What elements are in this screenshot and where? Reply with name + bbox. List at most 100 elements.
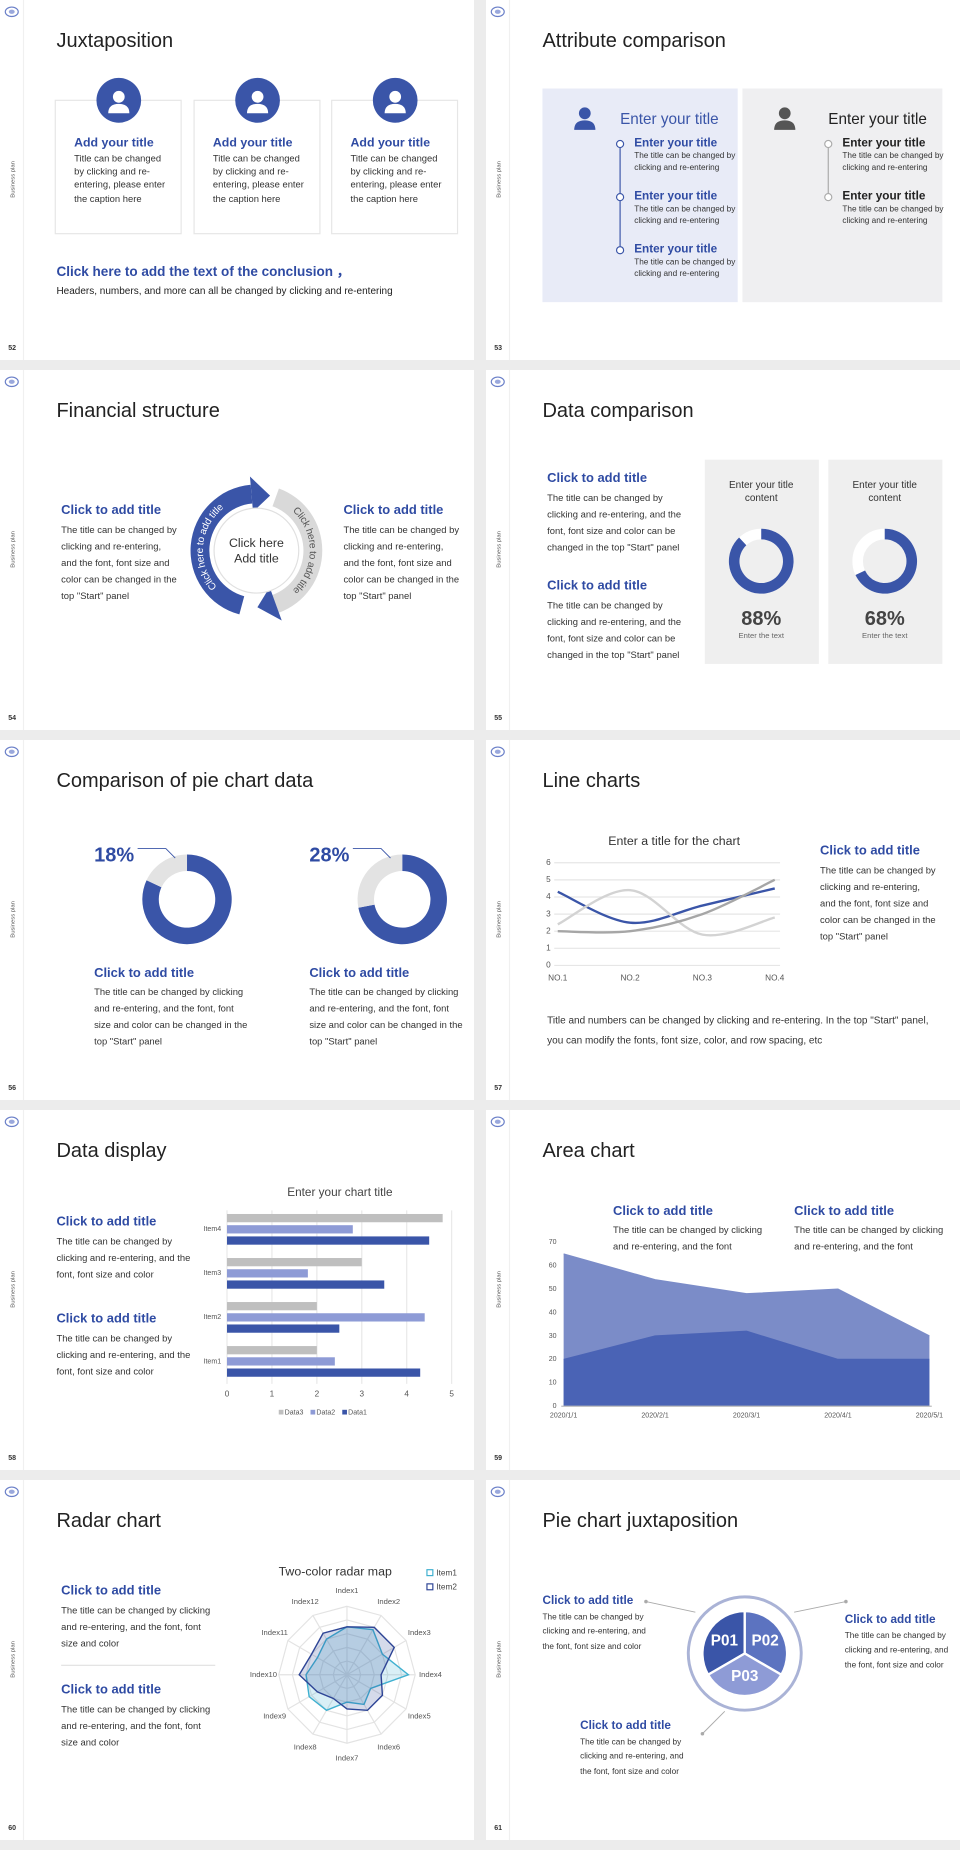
y-tick-label: Item3 <box>204 1270 222 1277</box>
logo <box>4 6 19 18</box>
x-tick-label: 2020/1/1 <box>550 1413 577 1420</box>
radar-label: Index12 <box>292 1597 319 1606</box>
logo <box>4 746 19 758</box>
line-series <box>557 887 776 925</box>
icon-head <box>251 90 264 103</box>
stat-card <box>704 459 819 664</box>
item-title: Enter your title <box>842 136 926 150</box>
panel-heading: Enter your title <box>620 109 719 128</box>
slide-graphics: Business plan 56 <box>4 740 447 1100</box>
pie-label: P01 <box>711 1633 739 1650</box>
logo <box>8 1489 15 1494</box>
radar-spoke <box>312 1674 348 1735</box>
legend-label: Data3 <box>285 1410 304 1417</box>
area-fill <box>563 1331 930 1407</box>
item-text: The title can be changed by clicking and… <box>842 205 944 226</box>
slide: Business plan 54 Click here to add title Cl… <box>0 370 474 730</box>
block-text: The title can be changed by clicking and… <box>547 600 682 661</box>
sidebar-label: Business plan <box>497 901 503 938</box>
radar-label: Index4 <box>419 1670 443 1679</box>
center-label: Click here <box>228 536 284 551</box>
page-number: 54 <box>8 715 16 722</box>
radar-label: Index11 <box>261 1628 288 1637</box>
conclusion-text: Headers, numbers, and more can all be ch… <box>56 284 393 297</box>
legend-swatch <box>310 1409 316 1415</box>
slide-graphics: Business plan 53 <box>490 0 943 360</box>
slide-graphics: Business plan 61 P01 P02 P03 <box>490 1480 848 1840</box>
legend-label: Item2 <box>436 1583 457 1592</box>
conclusion-title: Click here to add the text of the conclu… <box>56 265 351 280</box>
panel <box>542 88 738 303</box>
block-title: Click to add title <box>61 1583 162 1599</box>
slide: Business plan 52 Juxtaposition Add your tit… <box>0 0 474 360</box>
radar-label: Index5 <box>408 1712 431 1721</box>
slide-title: Juxtaposition <box>56 29 174 52</box>
logo <box>8 379 15 384</box>
bar <box>227 1324 340 1333</box>
legend-label: Data2 <box>316 1410 335 1417</box>
slide-graphics: Business plan 59 0 10 20 30 40 50 60 70 2020/1/1 20… <box>490 1110 943 1470</box>
slide-graphics: Business plan 60 Index1 Index2 Index3 Index4 I… <box>4 1480 457 1840</box>
slide-title: Line charts <box>542 769 641 792</box>
block-title: Click to add title <box>61 1683 162 1698</box>
radar-label: Index6 <box>377 1742 400 1751</box>
donut-rest <box>142 854 232 945</box>
block-text: The title can be changed by clicking and… <box>613 1224 763 1252</box>
x-tick-label: NO.3 <box>693 974 713 983</box>
area-edge <box>563 1330 930 1360</box>
y-tick-label: 6 <box>546 858 551 867</box>
y-tick-label: 30 <box>549 1333 557 1340</box>
slide-graphics: Business plan 58 0 1 2 3 4 5 Item1 Item2 Item3 Item… <box>4 1110 454 1470</box>
block-title: Click to add title <box>547 578 648 594</box>
pie-slice <box>706 1652 784 1698</box>
slide-graphics: Business plan 57 0 1 2 3 4 5 6 NO.1 NO.2 NO.3 NO.4 <box>490 740 785 1100</box>
leader-line <box>645 1601 696 1613</box>
slide: Business plan 59 0 10 20 30 40 50 60 70 2020/1/1 20… <box>486 1110 960 1470</box>
card-text: Title can be changed by clicking and re-… <box>350 153 442 204</box>
slide-title: Attribute comparison <box>542 29 726 52</box>
pie-ring <box>686 1595 803 1712</box>
logo <box>494 379 501 384</box>
block-text: The title can be changed by clicking and… <box>844 1632 949 1670</box>
logo <box>494 1489 501 1494</box>
page-number: 55 <box>494 715 502 722</box>
timeline-dot <box>615 246 625 255</box>
bar <box>227 1269 308 1278</box>
radar-label: Index2 <box>377 1597 400 1606</box>
x-tick-label: 2 <box>315 1390 320 1399</box>
slide: Business plan 58 0 1 2 3 4 5 Item1 Item2 Item3 Item… <box>0 1110 474 1470</box>
x-tick-label: 2020/2/1 <box>641 1413 668 1420</box>
block-title: Click to add title <box>794 1204 895 1219</box>
radar-spoke <box>346 1640 407 1676</box>
logo <box>494 9 501 14</box>
chart-title: Enter a title for the chart <box>608 834 741 849</box>
legend-label: Item1 <box>436 1568 457 1577</box>
logo <box>490 1116 505 1128</box>
y-tick-label: 10 <box>549 1380 557 1387</box>
center-circle <box>213 507 300 594</box>
block-title: Click to add title <box>94 966 195 981</box>
block-text: The title can be changed by clicking and… <box>580 1738 684 1776</box>
block-text: The title can be changed by clicking and… <box>794 1224 944 1252</box>
line-series <box>557 878 776 934</box>
y-tick-label: 20 <box>549 1356 557 1363</box>
arrow-head <box>249 476 271 512</box>
pie-label: P03 <box>731 1668 758 1685</box>
bar <box>227 1280 385 1289</box>
x-tick-label: 2020/4/1 <box>824 1413 851 1420</box>
radar-label: Index9 <box>263 1712 286 1721</box>
item-title: Enter your title <box>634 243 718 257</box>
x-tick-label: 3 <box>359 1390 364 1399</box>
slide-title: Data comparison <box>542 399 694 422</box>
y-tick-label: 4 <box>546 892 551 901</box>
bar <box>227 1313 425 1322</box>
radar-label: Index1 <box>336 1586 359 1595</box>
center-label: Add title <box>234 551 279 566</box>
bar <box>227 1346 317 1355</box>
page-number: 58 <box>8 1455 16 1462</box>
x-tick-label: NO.1 <box>548 974 568 983</box>
timeline-dot <box>615 192 625 202</box>
page-number: 52 <box>8 345 16 352</box>
bar <box>227 1368 421 1377</box>
